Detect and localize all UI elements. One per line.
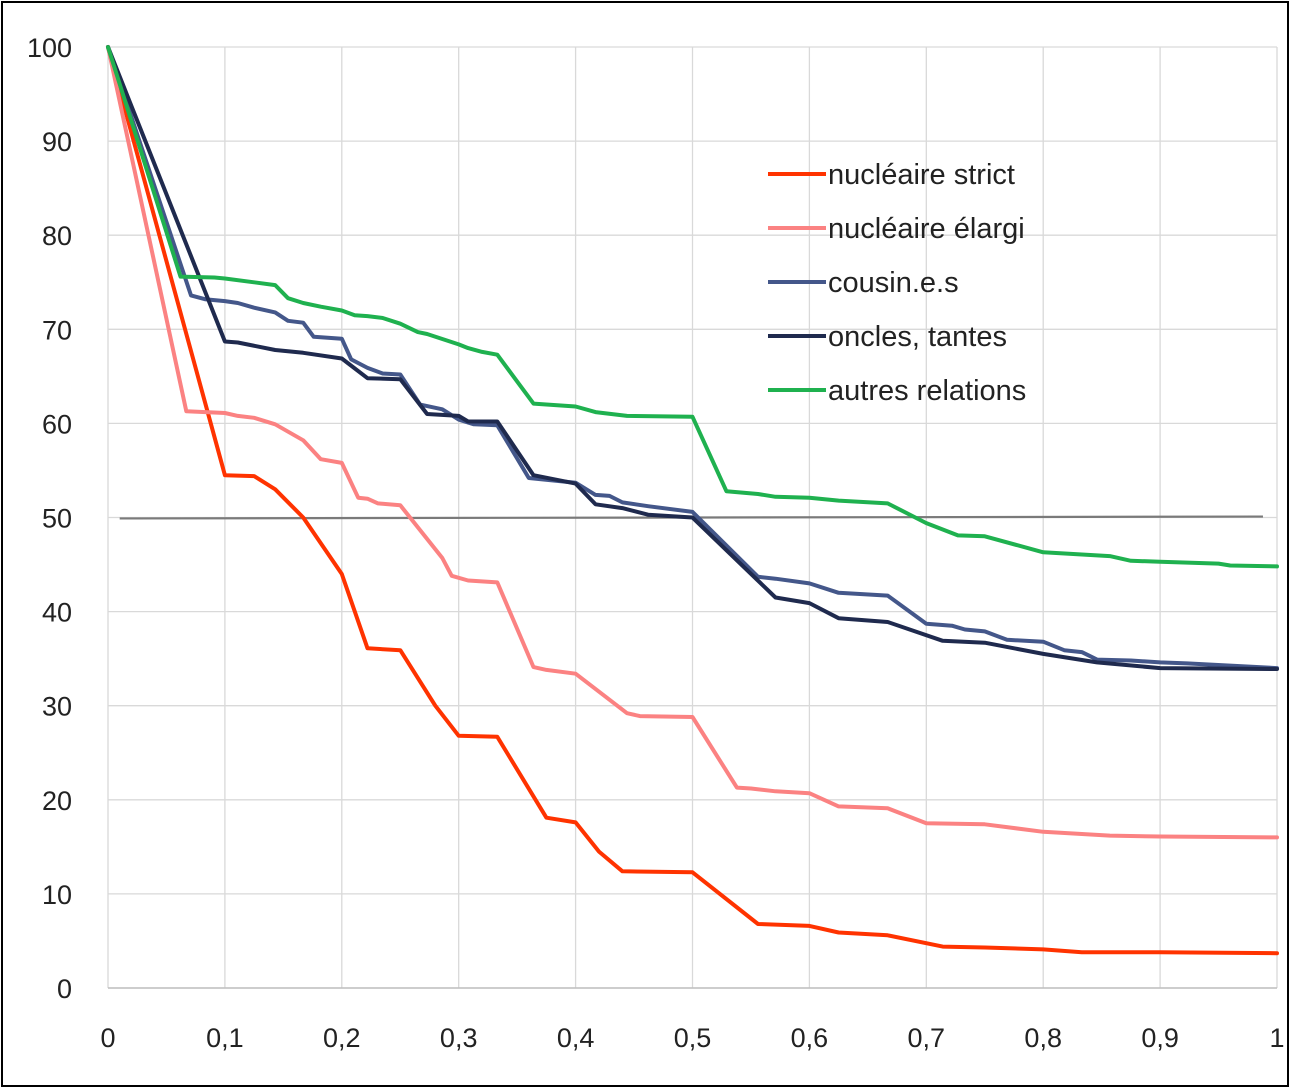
- legend-label: autres relations: [828, 375, 1026, 407]
- x-tick-label: 0,1: [206, 1023, 244, 1053]
- series-lines: [106, 45, 1279, 956]
- legend-label: nucléaire élargi: [828, 213, 1025, 245]
- x-tick-label: 0,9: [1141, 1023, 1179, 1053]
- series-line-3: [106, 45, 1279, 671]
- legend: nucléaire strict nucléaire élargi cousin.e…: [768, 159, 1026, 407]
- x-tick-label: 0: [100, 1023, 115, 1053]
- x-tick-label: 0,7: [908, 1023, 946, 1053]
- y-tick-label: 50: [42, 504, 72, 534]
- y-tick-label: 0: [57, 974, 72, 1004]
- y-tick-label: 60: [42, 409, 72, 439]
- y-tick-label: 20: [42, 786, 72, 816]
- y-axis-tick-labels: 0 10 20 30 40 50 60 70 80 90 100: [27, 33, 72, 1004]
- legend-label: nucléaire strict: [828, 159, 1015, 191]
- series-line-0: [106, 45, 1279, 956]
- x-tick-label: 0,4: [557, 1023, 595, 1053]
- x-tick-label: 1: [1269, 1023, 1284, 1053]
- y-tick-label: 40: [42, 598, 72, 628]
- x-tick-label: 0,2: [323, 1023, 361, 1053]
- y-tick-label: 10: [42, 880, 72, 910]
- y-tick-label: 100: [27, 33, 72, 63]
- x-axis-tick-labels: 0 0,1 0,2 0,3 0,4 0,5 0,6 0,7 0,8 0,9 1: [100, 1023, 1284, 1053]
- legend-label: oncles, tantes: [828, 321, 1007, 353]
- x-tick-label: 0,6: [791, 1023, 829, 1053]
- x-tick-label: 0,3: [440, 1023, 478, 1053]
- series-line-4: [106, 45, 1279, 569]
- x-tick-label: 0,8: [1024, 1023, 1062, 1053]
- legend-label: cousin.e.s: [828, 267, 959, 299]
- y-tick-label: 30: [42, 692, 72, 722]
- series-line-2: [106, 45, 1279, 671]
- y-tick-label: 90: [42, 127, 72, 157]
- series-line-1: [106, 45, 1279, 840]
- x-tick-label: 0,5: [674, 1023, 712, 1053]
- y-tick-label: 80: [42, 221, 72, 251]
- y-tick-label: 70: [42, 315, 72, 345]
